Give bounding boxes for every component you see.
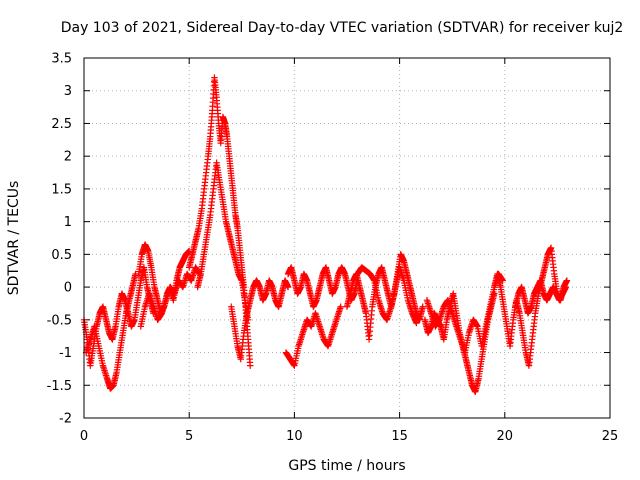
y-axis-ticks: -2 -1.5 -1 -0.5 0 0.5 1 1.5 2 2.5 3 3.5	[47, 52, 610, 427]
plot-frame	[83, 57, 611, 419]
y-tick-label: 1	[64, 215, 72, 230]
data-point-marker	[337, 303, 344, 310]
y-tick-label: -0.5	[47, 313, 72, 328]
series-trace-6	[194, 159, 252, 324]
y-tick-label: 2.5	[51, 117, 72, 132]
y-tick-label: 2	[64, 150, 72, 165]
y-tick-label: -2	[59, 412, 72, 427]
data-point-marker	[284, 283, 292, 291]
chart-title: Day 103 of 2021, Sidereal Day-to-day VTE…	[61, 20, 624, 36]
y-axis-label: SDTVAR / TECUs	[6, 181, 22, 296]
series-trace-4	[137, 264, 203, 330]
series-trace-11	[354, 264, 420, 327]
series-trace-2	[82, 270, 139, 392]
x-tick-label: 25	[602, 429, 619, 444]
data-point-marker	[563, 277, 571, 284]
y-tick-label: -1	[59, 346, 72, 361]
data-point-marker	[419, 303, 426, 310]
x-tick-label: 20	[497, 429, 514, 444]
series-trace-10	[343, 251, 426, 343]
x-axis-label: GPS time / hours	[288, 458, 405, 474]
data-point-marker	[247, 362, 254, 369]
y-tick-label: 0.5	[51, 248, 72, 263]
y-tick-label: 1.5	[51, 182, 72, 197]
series-trace-9	[282, 303, 344, 369]
data-points	[80, 74, 571, 396]
data-point-marker	[413, 319, 420, 327]
x-tick-label: 5	[185, 429, 193, 444]
y-tick-label: -1.5	[47, 379, 72, 394]
series-trace-7	[228, 277, 292, 363]
x-axis-ticks: 0 5 10 15 20 25	[80, 58, 618, 444]
x-tick-label: 15	[391, 429, 408, 444]
data-point-marker	[562, 283, 570, 291]
series-trace-5	[186, 74, 254, 369]
y-tick-label: 3	[64, 84, 72, 99]
x-tick-label: 0	[80, 429, 88, 444]
series-trace-15	[512, 277, 570, 317]
series-trace-8	[284, 264, 361, 310]
y-tick-label: 3.5	[51, 52, 72, 67]
y-tick-label: 0	[64, 281, 72, 296]
x-tick-label: 10	[286, 429, 303, 444]
